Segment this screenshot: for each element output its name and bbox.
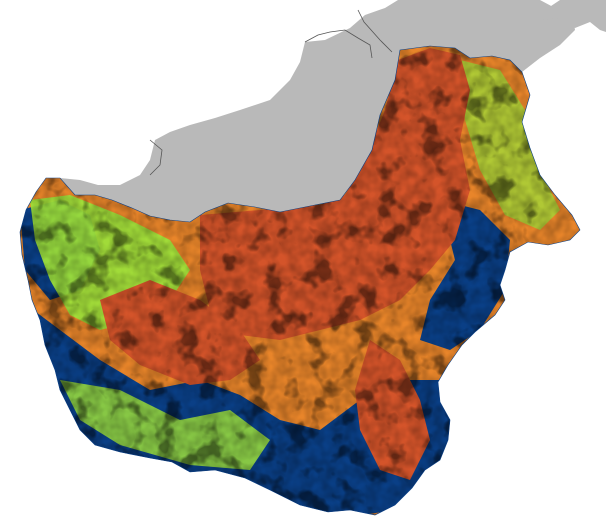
neighbor-land-islet <box>540 0 606 32</box>
country-border <box>149 9 393 176</box>
neighbor-land-north <box>60 0 575 222</box>
